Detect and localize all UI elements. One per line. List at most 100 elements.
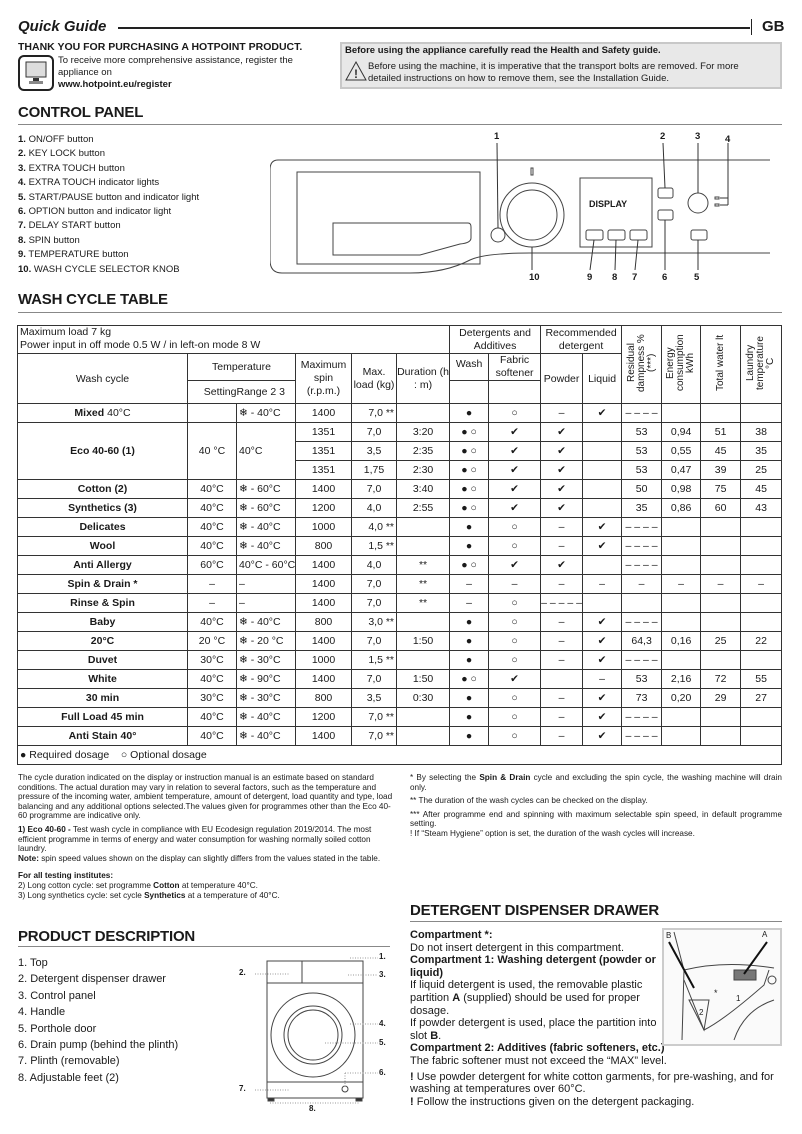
energy-cell: – (661, 574, 702, 594)
load-cell: 3,5 (351, 441, 397, 461)
load-cell: 7,0 (351, 574, 397, 594)
energy-cell (661, 707, 702, 727)
product-part-item: 8. Adjustable feet (2) (18, 1071, 119, 1084)
residual-cell: – – – – (621, 536, 663, 556)
duration-cell (395, 536, 451, 556)
duration-cell: 0:30 (395, 688, 451, 708)
eco-label: 1) Eco 40-60 - (18, 824, 71, 834)
duration-cell: 3:20 (395, 422, 451, 442)
water-cell: 75 (700, 479, 742, 499)
cycle-name: Wool (89, 540, 116, 552)
softener-cell: ○ (488, 726, 542, 746)
header-recommended: Recommended detergent (540, 325, 623, 354)
setting-cell: 40°C (187, 498, 237, 518)
t2-c: at temperature 40°C. (179, 880, 258, 890)
drawer-illustration: B A * 1 2 (662, 928, 782, 1046)
laundry-cell (740, 650, 783, 670)
energy-cell: 2,16 (661, 669, 702, 689)
knob-marker (530, 167, 534, 176)
cycle-name: Cotton (2) (77, 483, 128, 495)
warning-1: Use powder detergent for white cotton ga… (410, 1070, 774, 1096)
delay-start-button[interactable] (629, 229, 648, 241)
table-row: Anti Stain 40° 40°C ❄ - 40°C 1400 7,0 ** ● ○ – ✔… (17, 726, 783, 746)
c1-f: . (438, 1029, 442, 1042)
knob-inner (506, 189, 558, 241)
callout-number: 4 (725, 134, 731, 145)
warning-icon: ! (410, 1070, 414, 1083)
legend-row: ● Required dosage ○ Optional dosage (16, 745, 783, 765)
temperature-button[interactable] (585, 229, 604, 241)
wash-cycle-name: Full Load 45 min (17, 707, 188, 727)
key-lock-button[interactable] (657, 187, 674, 199)
wash-cell: ● (449, 536, 490, 556)
softener-cell: ✔ (488, 460, 542, 480)
header-laundry: Laundry temperature °C (740, 325, 783, 404)
control-panel-item: 1. ON/OFF button (18, 133, 199, 147)
cycle-name: White (88, 673, 117, 685)
table-row: Baby 40°C ❄ - 40°C 800 3,0 ** ● ○ – ✔ – – – – (17, 612, 783, 632)
residual-cell: 73 (621, 688, 663, 708)
softener-cell: ○ (488, 707, 542, 727)
residual-cell: – – – – (621, 555, 663, 575)
item-label: EXTRA TOUCH button (28, 162, 125, 174)
header-range: Range 2 3 (236, 380, 296, 404)
powder-cell: – (540, 688, 584, 708)
duration-cell (395, 726, 451, 746)
range-cell: ❄ - 20 °C (236, 631, 296, 651)
header-label: Total water lt (714, 334, 726, 392)
register-link[interactable]: www.hotpoint.eu/register (58, 79, 172, 90)
header-label: Laundry temperature °C (745, 336, 777, 390)
range-cell: ❄ - 40°C (236, 612, 296, 632)
cycle-name: Baby (89, 616, 116, 628)
wash-cell: ● ○ (449, 555, 490, 575)
residual-cell: – – – – (621, 612, 663, 632)
item-number: 9. (18, 249, 26, 261)
residual-cell: – – – – (621, 726, 663, 746)
range-cell: ❄ - 40°C (236, 726, 296, 746)
softener-cell: ○ (488, 631, 542, 651)
warning-2: Follow the instructions given on the det… (416, 1095, 695, 1108)
on-off-button[interactable] (490, 227, 506, 243)
duration-cell: 1:50 (395, 669, 451, 689)
cycle-name: Full Load 45 min (61, 711, 144, 723)
eco-text: Test wash cycle in compliance with EU Ec… (18, 824, 372, 854)
load-cell: 4,0 (351, 498, 397, 518)
duration-cell: 2:55 (395, 498, 451, 518)
compartment-star-text: Do not insert detergent in this compartm… (410, 941, 624, 954)
product-description-list: 1. Top 2. Detergent dispenser drawer 3. Co… (18, 955, 178, 1086)
laundry-cell: 38 (740, 422, 783, 442)
extra-touch-button[interactable] (687, 192, 709, 214)
control-panel-item: 2. KEY LOCK button (18, 147, 199, 161)
callout-number: 10 (529, 272, 540, 283)
start-pause-button[interactable] (690, 229, 708, 241)
residual-cell: – – – – (621, 650, 663, 670)
control-panel-item: 6. OPTION button and indicator light (18, 205, 199, 219)
range-cell: ❄ - 30°C (236, 688, 296, 708)
cycle-name: Synthetics (3) (68, 502, 137, 514)
laundry-cell (740, 707, 783, 727)
section-rule (18, 124, 782, 125)
spin-cell: 1000 (295, 650, 352, 670)
residual-cell: 53 (621, 441, 663, 461)
note-text: spin speed values shown on the display c… (38, 853, 381, 863)
spin-cell: 800 (295, 536, 352, 556)
residual-cell: 53 (621, 422, 663, 442)
spin-button[interactable] (607, 229, 626, 241)
label-1: 1 (736, 994, 741, 1003)
option-button[interactable] (657, 209, 674, 221)
range-cell: ❄ - 40°C (236, 536, 296, 556)
wash-cell: ● ○ (449, 479, 490, 499)
safety-text: Before using the machine, it is imperati… (368, 61, 739, 84)
table-row: Eco 40-60 (1) 40 °C 40°C 1351 7,0 3:20 ● ○ ✔ ✔ 53… (17, 422, 783, 480)
table-row: 20°C 20 °C ❄ - 20 °C 1400 7,0 1:50 ● ○ – ✔ 64,3 0,1… (17, 631, 783, 651)
duration-note: The cycle duration indicated on the disp… (18, 773, 393, 821)
spin-cell: 1400 (295, 479, 352, 499)
t3: 3) Long synthetics cycle: set cycle (18, 890, 145, 900)
n1-c: cycle and excluding the spin cycle, the … (410, 773, 782, 792)
liquid-cell: ✔ (582, 517, 623, 537)
wash-cycle-selector-knob[interactable] (499, 182, 565, 248)
liquid-cell (582, 593, 623, 613)
cycle-name: Duvet (87, 654, 118, 666)
range-cell: 40°C (236, 422, 296, 480)
n3: *** After programme end and spinning wit… (410, 809, 782, 829)
